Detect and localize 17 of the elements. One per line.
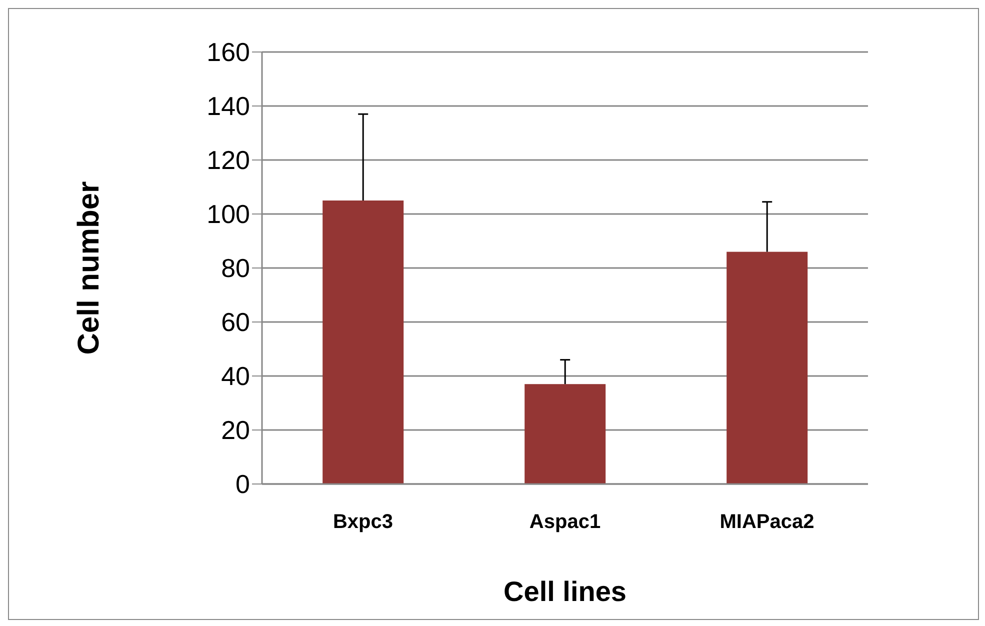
y-tick-label: 80 <box>221 253 250 284</box>
y-tick-label: 60 <box>221 307 250 338</box>
y-tick-label: 120 <box>206 145 250 176</box>
y-tick-label: 140 <box>206 91 250 122</box>
y-tick-label: 100 <box>206 199 250 230</box>
bar <box>524 384 606 484</box>
x-axis-title: Cell lines <box>504 576 626 607</box>
y-tick-label: 20 <box>221 415 250 446</box>
x-tick-label: Aspac1 <box>529 511 601 534</box>
x-tick-label: Bxpc3 <box>332 511 394 534</box>
y-tick-label: 0 <box>236 469 250 500</box>
bar <box>726 252 808 484</box>
bar <box>322 200 404 484</box>
y-tick-label: 40 <box>221 361 250 392</box>
y-axis-title: Cell number <box>72 181 106 355</box>
y-tick-label: 160 <box>206 37 250 68</box>
x-tick-label: MIAPaca2 <box>720 511 814 534</box>
